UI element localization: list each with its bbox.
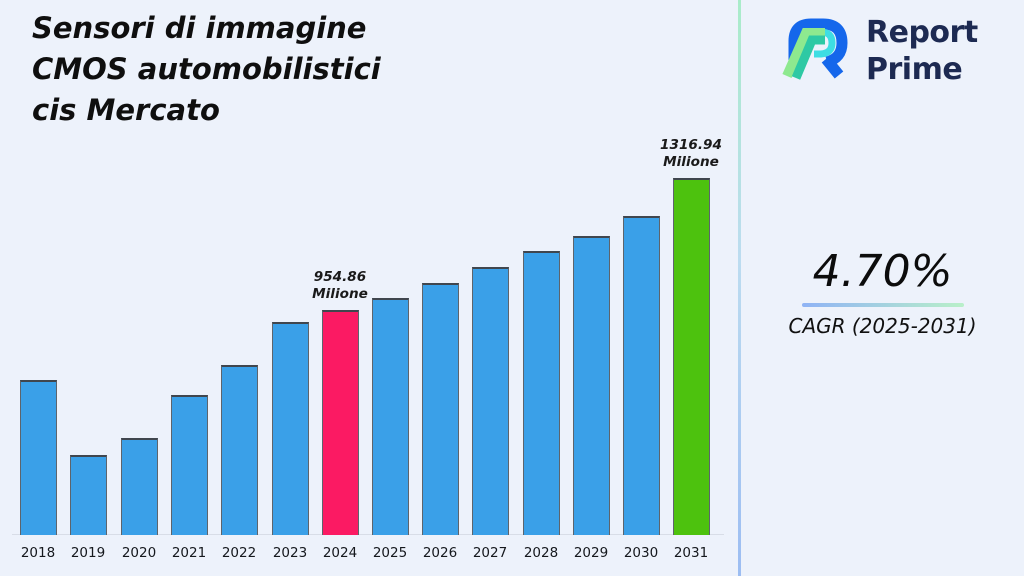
page-title: Sensori di immagine CMOS automobilistici… (32, 8, 381, 131)
brand-logo: Report Prime (780, 12, 978, 90)
bar-2028 (522, 251, 560, 535)
bar-2022 (220, 365, 258, 535)
x-tick-label-2028: 2028 (523, 545, 559, 561)
x-tick-label-2030: 2030 (623, 545, 659, 561)
brand-name-line-1: Report (866, 15, 978, 50)
x-tick-label-2024: 2024 (322, 545, 358, 561)
x-tick-label-2025: 2025 (372, 545, 408, 561)
title-line-3: cis Mercato (32, 93, 220, 127)
x-tick-label-2023: 2023 (272, 545, 308, 561)
x-tick-label-2031: 2031 (673, 545, 709, 561)
x-tick-label-2018: 2018 (20, 545, 56, 561)
bar-2025 (371, 298, 409, 535)
cagr-block: 4.70% CAGR (2025-2031) (760, 246, 1005, 339)
x-tick-label-2027: 2027 (472, 545, 508, 561)
bar-2023 (271, 322, 309, 535)
vertical-divider (738, 0, 741, 576)
bar-2020 (120, 438, 158, 535)
bar-2024 (321, 310, 359, 535)
x-tick-label-2026: 2026 (422, 545, 458, 561)
bar-2019 (69, 455, 107, 535)
bar-value-label-2031: 1316.94 Milione (660, 137, 722, 170)
bar-2021 (170, 395, 208, 535)
x-tick-label-2029: 2029 (573, 545, 609, 561)
bar-2030 (622, 216, 660, 535)
cagr-value: 4.70% (812, 246, 953, 297)
bar-value-label-2024: 954.86 Milione (312, 269, 368, 302)
bar-2027 (471, 267, 509, 535)
bar-2026 (421, 283, 459, 535)
cagr-label: CAGR (2025-2031) (788, 314, 977, 338)
x-axis-line (12, 534, 724, 535)
x-tick-label-2021: 2021 (171, 545, 207, 561)
x-tick-label-2020: 2020 (121, 545, 157, 561)
bar-chart: 2018 2019 2020 2021 2022 2023 2024 2025 2026 2027… (12, 137, 724, 561)
bar-2018 (19, 380, 57, 535)
brand-name: Report Prime (866, 14, 978, 88)
cagr-underline (801, 303, 964, 307)
brand-name-line-2: Prime (866, 52, 963, 87)
title-line-2: CMOS automobilistici (32, 52, 381, 86)
report-prime-logo-icon (782, 18, 848, 80)
x-tick-label-2022: 2022 (221, 545, 257, 561)
x-tick-label-2019: 2019 (70, 545, 106, 561)
bar-2031 (672, 178, 710, 535)
title-line-1: Sensori di immagine (32, 11, 367, 45)
bar-2029 (572, 236, 610, 535)
